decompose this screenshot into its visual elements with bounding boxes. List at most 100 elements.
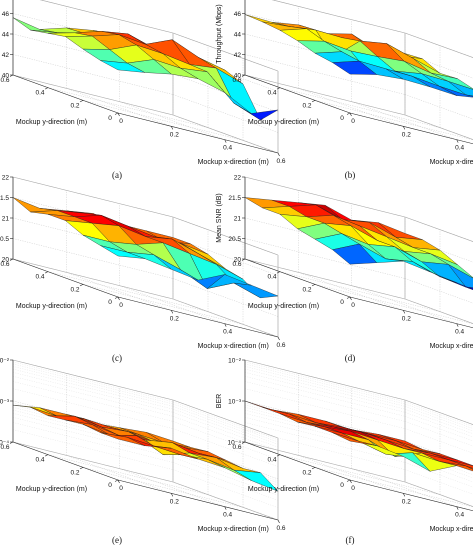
grid-line-minor <box>172 453 279 492</box>
panel-label: (a) <box>112 170 122 180</box>
z-tick-label: 21.5 <box>228 195 241 202</box>
grid-line-minor <box>12 422 174 463</box>
y-tick-mark <box>114 296 119 299</box>
y-axis-label: Mockup y-direction (m) <box>248 486 319 493</box>
y-tick-label: 0.2 <box>70 469 79 476</box>
grid-line <box>404 94 473 120</box>
grid-line <box>172 32 279 72</box>
y-tick-mark <box>44 87 49 90</box>
x-tick-label: 0 <box>119 485 123 492</box>
z-tick-label: 21 <box>234 215 242 222</box>
x-tick-mark <box>224 506 227 510</box>
z-tick-label: 22 <box>2 174 10 181</box>
panel-label: (e) <box>112 535 122 545</box>
y-tick-label: 0 <box>108 115 112 122</box>
x-tick-mark <box>171 493 174 497</box>
surface-cell <box>332 243 378 265</box>
z-tick-label: 21 <box>2 215 10 222</box>
grid-line <box>47 87 209 128</box>
x-axis-line <box>117 112 279 154</box>
grid-line-minor <box>172 401 279 441</box>
grid-line-minor <box>404 469 473 495</box>
y-tick-mark <box>311 284 316 287</box>
grid <box>244 0 473 144</box>
grid-line-minor <box>244 376 406 417</box>
x-tick-mark <box>277 336 280 341</box>
grid-line-minor <box>404 449 473 475</box>
surface <box>12 17 279 121</box>
grid-line-minor <box>404 457 473 483</box>
grid-line-minor <box>244 429 406 470</box>
y-tick-label: 0 <box>340 115 344 122</box>
y-tick-label: 0.4 <box>35 457 44 464</box>
grid-line <box>12 359 174 401</box>
y-tick-label: 0.4 <box>35 274 44 281</box>
x-tick-label: 0.4 <box>455 512 464 519</box>
x-tick-label: 0 <box>119 302 123 309</box>
y-tick-label: 0.2 <box>302 286 311 293</box>
x-tick-mark <box>277 152 280 157</box>
grid-line <box>172 399 279 439</box>
x-tick-label: 0 <box>351 118 355 125</box>
surface-cell <box>244 14 290 27</box>
y-tick-label: 0.4 <box>267 90 276 97</box>
grid-line <box>119 468 225 507</box>
subplot-c: 00.20.40.600.20.40.62020.52121.522Mockup… <box>0 174 286 363</box>
grid-line-minor <box>172 462 279 501</box>
grid-line <box>279 271 441 312</box>
x-tick-mark <box>456 139 459 143</box>
grid-line-minor <box>12 361 174 403</box>
grid-line <box>82 284 244 325</box>
grid-line <box>272 0 406 34</box>
grid-line-minor <box>404 406 473 432</box>
z-tick-label: 42 <box>2 52 10 59</box>
surface-cell <box>100 60 145 73</box>
y-axis-label: Mockup y-direction (m) <box>16 303 87 310</box>
surface <box>244 400 473 472</box>
x-tick-mark <box>349 296 352 301</box>
grid-line <box>298 272 404 311</box>
z-tick-label: 20.5 <box>0 236 9 243</box>
y-tick-label: 0.6 <box>0 77 9 84</box>
grid-line <box>351 468 457 507</box>
grid-line <box>351 101 457 140</box>
grid-line <box>82 467 244 508</box>
x-tick-label: 0.2 <box>402 131 411 138</box>
y-axis-line <box>244 258 351 298</box>
subplot-d: 00.20.40.600.20.40.62020.52121.522Mockup… <box>216 174 473 363</box>
grid-line <box>12 238 174 279</box>
grid-line <box>12 441 174 483</box>
y-tick-label: 0.6 <box>232 261 241 268</box>
x-axis-label: Mockup x-direction (m) <box>198 526 269 533</box>
grid-line <box>314 467 473 508</box>
grid-line <box>172 94 279 133</box>
grid-line <box>47 454 209 495</box>
panel-label: (c) <box>112 353 122 363</box>
y-tick-mark <box>44 454 49 457</box>
grid-line <box>172 278 279 317</box>
surface-cell <box>100 432 145 446</box>
y-axis-label: Mockup y-direction (m) <box>248 119 319 126</box>
y-axis-line <box>244 74 351 114</box>
z-tick-label: 42 <box>234 52 242 59</box>
x-tick-label: 0.2 <box>170 131 179 138</box>
x-tick-mark <box>277 519 280 524</box>
grid-line-minor <box>404 447 473 473</box>
grid-line-minor <box>404 428 473 454</box>
x-tick-label: 0.4 <box>455 329 464 336</box>
y-tick-label: 0 <box>108 482 112 489</box>
grid-line-minor <box>12 372 174 413</box>
grid-line <box>244 359 406 401</box>
grid-line <box>404 278 473 304</box>
grid-line-minor <box>12 413 174 454</box>
x-tick-mark <box>349 479 352 484</box>
x-tick-label: 0.6 <box>276 342 285 349</box>
x-tick-mark <box>224 323 227 327</box>
z-axis-label: Throughput (Mbps) <box>216 4 223 64</box>
z-tick-label: 10⁻³ <box>0 398 10 405</box>
grid-line-minor <box>12 363 174 405</box>
y-tick-mark <box>114 479 119 482</box>
y-tick-label: 0.2 <box>302 469 311 476</box>
grid-line-minor <box>12 381 174 422</box>
